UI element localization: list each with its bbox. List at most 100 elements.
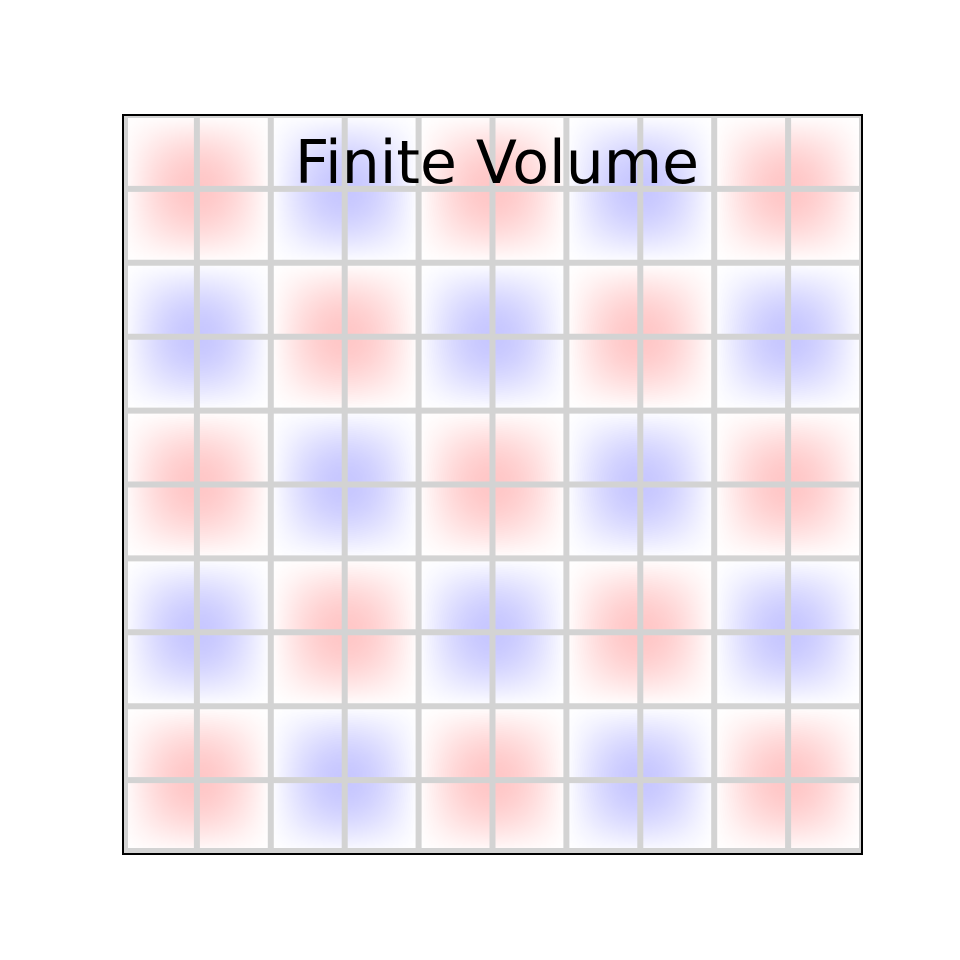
heatmap-cell-r0-c0: [123, 115, 197, 189]
heatmap-cell-r9-c9: [788, 780, 862, 854]
heatmap-cell-r3-c3: [345, 337, 419, 411]
heatmap-cell-r5-c1: [197, 485, 271, 559]
heatmap-cell-r2-c1: [197, 263, 271, 337]
heatmap-cell-r1-c1: [197, 189, 271, 263]
heatmap-cell-r2-c8: [714, 263, 788, 337]
plot-frame: [122, 114, 863, 855]
grid-lines: [123, 115, 862, 854]
heatmap-cell-r4-c2: [271, 411, 345, 485]
heatmap-cell-r8-c2: [271, 706, 345, 780]
heatmap-cell-r6-c0: [123, 558, 197, 632]
heatmap-cell-r9-c0: [123, 780, 197, 854]
heatmap-cell-r5-c7: [640, 485, 714, 559]
heatmap-cell-r5-c0: [123, 485, 197, 559]
heatmap-cell-r2-c2: [271, 263, 345, 337]
heatmap-cell-r1-c3: [345, 189, 419, 263]
heatmap-cell-r0-c1: [197, 115, 271, 189]
heatmap-cell-r1-c2: [271, 189, 345, 263]
heatmap-cell-r6-c4: [419, 558, 493, 632]
heatmap-cell-r8-c1: [197, 706, 271, 780]
heatmap-cell-r4-c7: [640, 411, 714, 485]
heatmap-cell-r8-c8: [714, 706, 788, 780]
heatmap-cell-r7-c4: [419, 632, 493, 706]
heatmap-cell-r7-c2: [271, 632, 345, 706]
heatmap-cell-r7-c6: [566, 632, 640, 706]
heatmap-cell-r5-c3: [345, 485, 419, 559]
heatmap-cell-r4-c9: [788, 411, 862, 485]
heatmap-cell-r3-c0: [123, 337, 197, 411]
heatmap-cell-r3-c1: [197, 337, 271, 411]
heatmap-cell-r7-c9: [788, 632, 862, 706]
heatmap-cell-r3-c6: [566, 337, 640, 411]
heatmap-cell-r8-c7: [640, 706, 714, 780]
heatmap-cell-r3-c4: [419, 337, 493, 411]
heatmap-cell-r4-c6: [566, 411, 640, 485]
heatmap-cell-r8-c5: [493, 706, 567, 780]
heatmap-cell-r2-c4: [419, 263, 493, 337]
heatmap-cell-r1-c7: [640, 189, 714, 263]
heatmap-cell-r3-c7: [640, 337, 714, 411]
heatmap-cell-r1-c6: [566, 189, 640, 263]
heatmap-cell-r5-c4: [419, 485, 493, 559]
heatmap-cell-r9-c2: [271, 780, 345, 854]
heatmap-cell-r3-c2: [271, 337, 345, 411]
heatmap-cell-r8-c3: [345, 706, 419, 780]
heatmap-cell-r8-c0: [123, 706, 197, 780]
heatmap-cell-r4-c5: [493, 411, 567, 485]
heatmap-cell-r1-c4: [419, 189, 493, 263]
heatmap-cell-r6-c3: [345, 558, 419, 632]
heatmap-cell-r0-c8: [714, 115, 788, 189]
heatmap-cell-r7-c5: [493, 632, 567, 706]
heatmap-cell-r1-c8: [714, 189, 788, 263]
heatmap-cell-r2-c5: [493, 263, 567, 337]
plot-area: Finite Volume: [122, 114, 863, 855]
heatmap-cell-r7-c3: [345, 632, 419, 706]
heatmap-cell-r2-c3: [345, 263, 419, 337]
heatmap-cell-r1-c5: [493, 189, 567, 263]
heatmap-cell-r9-c3: [345, 780, 419, 854]
heatmap-cell-r7-c7: [640, 632, 714, 706]
heatmap-cell-r6-c8: [714, 558, 788, 632]
heatmap-cell-r6-c7: [640, 558, 714, 632]
heatmap-cell-r9-c7: [640, 780, 714, 854]
heatmap-cell-r8-c4: [419, 706, 493, 780]
heatmap-cell-r2-c6: [566, 263, 640, 337]
heatmap-cell-r5-c5: [493, 485, 567, 559]
heatmap-cell-r3-c5: [493, 337, 567, 411]
heatmap-cell-r3-c8: [714, 337, 788, 411]
heatmap-cell-r2-c7: [640, 263, 714, 337]
chart-title: Finite Volume: [295, 128, 699, 198]
heatmap-cell-r7-c8: [714, 632, 788, 706]
heatmap-cell-r9-c6: [566, 780, 640, 854]
heatmap-cell-r4-c0: [123, 411, 197, 485]
heatmap-cell-r5-c9: [788, 485, 862, 559]
heatmap-cell-r9-c4: [419, 780, 493, 854]
heatmap-cell-r8-c6: [566, 706, 640, 780]
heatmap-cell-r5-c2: [271, 485, 345, 559]
heatmap-cell-r5-c6: [566, 485, 640, 559]
heatmap-cell-r6-c9: [788, 558, 862, 632]
heatmap-cell-r2-c0: [123, 263, 197, 337]
heatmap-cell-r4-c8: [714, 411, 788, 485]
heatmap-cell-r6-c5: [493, 558, 567, 632]
heatmap-cell-r7-c0: [123, 632, 197, 706]
heatmap-cell-r0-c9: [788, 115, 862, 189]
heatmap-cell-r1-c0: [123, 189, 197, 263]
heatmap-cell-r6-c2: [271, 558, 345, 632]
heatmap-cell-r7-c1: [197, 632, 271, 706]
heatmap-cell-r9-c8: [714, 780, 788, 854]
heatmap-cell-r5-c8: [714, 485, 788, 559]
heatmap-cell-r4-c4: [419, 411, 493, 485]
heatmap-cell-r3-c9: [788, 337, 862, 411]
heatmap-cell-r2-c9: [788, 263, 862, 337]
heatmap-cell-r4-c3: [345, 411, 419, 485]
heatmap-cell-r4-c1: [197, 411, 271, 485]
heatmap-cell-r6-c6: [566, 558, 640, 632]
heatmap-cell-r9-c5: [493, 780, 567, 854]
heatmap-cell-r8-c9: [788, 706, 862, 780]
heatmap-cell-r1-c9: [788, 189, 862, 263]
heatmap-cell-r9-c1: [197, 780, 271, 854]
heatmap-cell-r6-c1: [197, 558, 271, 632]
